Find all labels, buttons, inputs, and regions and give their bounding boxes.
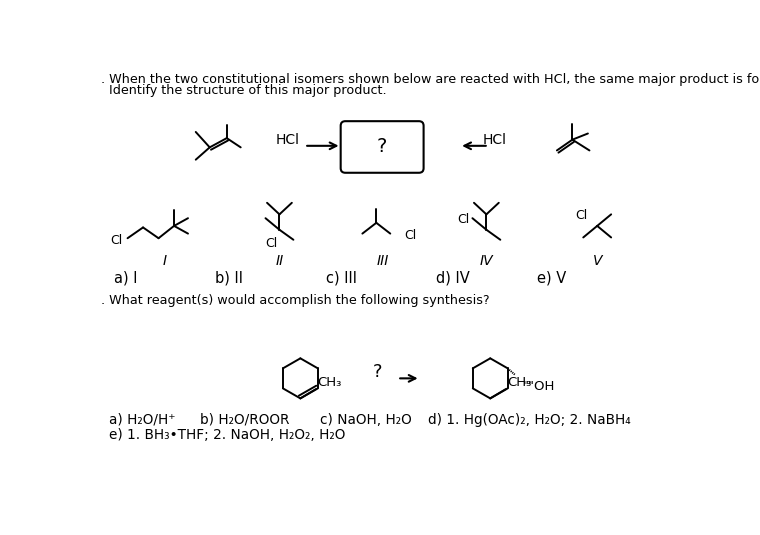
Text: e) V: e) V (537, 271, 566, 286)
Text: c) III: c) III (326, 271, 357, 286)
Text: Cl: Cl (404, 228, 416, 242)
Text: b) H₂O/ROOR: b) H₂O/ROOR (200, 413, 289, 427)
Text: b) II: b) II (215, 271, 243, 286)
Text: V: V (593, 254, 602, 268)
Text: Identify the structure of this major product.: Identify the structure of this major pro… (101, 84, 387, 97)
Text: I: I (163, 254, 166, 268)
Text: Cl: Cl (110, 234, 123, 247)
Text: a) I: a) I (114, 271, 138, 286)
Text: Cl: Cl (265, 237, 278, 250)
FancyBboxPatch shape (340, 121, 423, 173)
Text: IV: IV (480, 254, 493, 268)
Text: . When the two constitutional isomers shown below are reacted with HCl, the same: . When the two constitutional isomers sh… (101, 73, 760, 87)
Text: II: II (275, 254, 283, 268)
Text: a) H₂O/H⁺: a) H₂O/H⁺ (109, 413, 176, 427)
Text: CH₃: CH₃ (318, 376, 342, 389)
Text: d) 1. Hg(OAc)₂, H₂O; 2. NaBH₄: d) 1. Hg(OAc)₂, H₂O; 2. NaBH₄ (428, 413, 631, 427)
Text: c) NaOH, H₂O: c) NaOH, H₂O (320, 413, 411, 427)
Text: . What reagent(s) would accomplish the following synthesis?: . What reagent(s) would accomplish the f… (101, 294, 490, 307)
Text: d) IV: d) IV (436, 271, 470, 286)
Text: ?: ? (373, 363, 382, 381)
Text: ""OH: ""OH (523, 379, 556, 393)
Text: Cl: Cl (457, 213, 469, 226)
Text: III: III (377, 254, 389, 268)
Text: ?: ? (377, 137, 388, 156)
Text: HCl: HCl (275, 133, 299, 148)
Text: Cl: Cl (575, 209, 587, 221)
Text: HCl: HCl (483, 133, 507, 148)
Text: CH₃: CH₃ (508, 376, 532, 389)
Text: e) 1. BH₃•THF; 2. NaOH, H₂O₂, H₂O: e) 1. BH₃•THF; 2. NaOH, H₂O₂, H₂O (109, 429, 345, 442)
